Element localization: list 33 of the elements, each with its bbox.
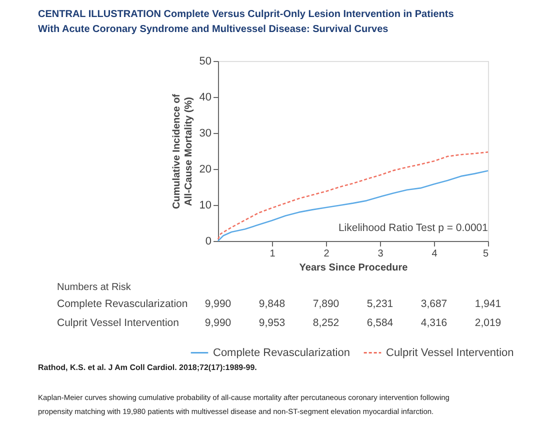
- y-axis-title: Cumulative Incidence of All-Cause Mortality (%): [171, 93, 194, 210]
- x-tick-label: 1: [270, 248, 276, 260]
- text: 9,953: [258, 317, 286, 329]
- text: 9,990: [204, 298, 232, 310]
- x-tick-label: 3: [378, 248, 384, 260]
- text: Culprit Vessel Intervention: [57, 317, 180, 329]
- x-tick-label: 5: [482, 248, 489, 260]
- text: 2,019: [474, 317, 502, 329]
- text: 3,687: [420, 298, 448, 310]
- y-tick-label: 10: [199, 200, 212, 212]
- text: 9,990: [204, 317, 232, 329]
- x-tick-label: 4: [432, 248, 438, 260]
- legend-label: Complete Revascularization: [213, 346, 350, 359]
- x-axis-title: Years Since Procedure: [299, 262, 408, 274]
- y-tick-label: 0: [205, 236, 212, 248]
- text: 7,890: [312, 298, 340, 310]
- text: 4,316: [420, 317, 448, 329]
- text: Complete Revascularization: [57, 298, 188, 310]
- text: Numbers at Risk: [57, 282, 132, 293]
- text: 5,231: [366, 298, 394, 310]
- text: 6,584: [366, 317, 394, 329]
- chart-title: CENTRAL ILLUSTRATION Complete Versus Culprit-Only Lesion Intervention in Patients With Acute Coronary Syndrome and Multivessel Disease: Survival Curves: [38, 9, 454, 35]
- text: Rathod, K.S. et al. J Am Coll Cardiol. 2018;72(17):1989-99.: [38, 363, 257, 372]
- text: 1,941: [474, 298, 502, 310]
- x-tick-label: 2: [324, 248, 330, 260]
- y-tick-label: 20: [199, 164, 212, 176]
- legend-label: Culprit Vessel Intervention: [386, 346, 514, 359]
- text: 8,252: [312, 317, 340, 329]
- y-tick-label: 30: [199, 128, 212, 140]
- annotation: Likelihood Ratio Test p = 0.0001: [338, 222, 488, 234]
- y-tick-label: 40: [199, 92, 212, 104]
- text: 9,848: [258, 298, 286, 310]
- y-tick-label: 50: [199, 56, 212, 68]
